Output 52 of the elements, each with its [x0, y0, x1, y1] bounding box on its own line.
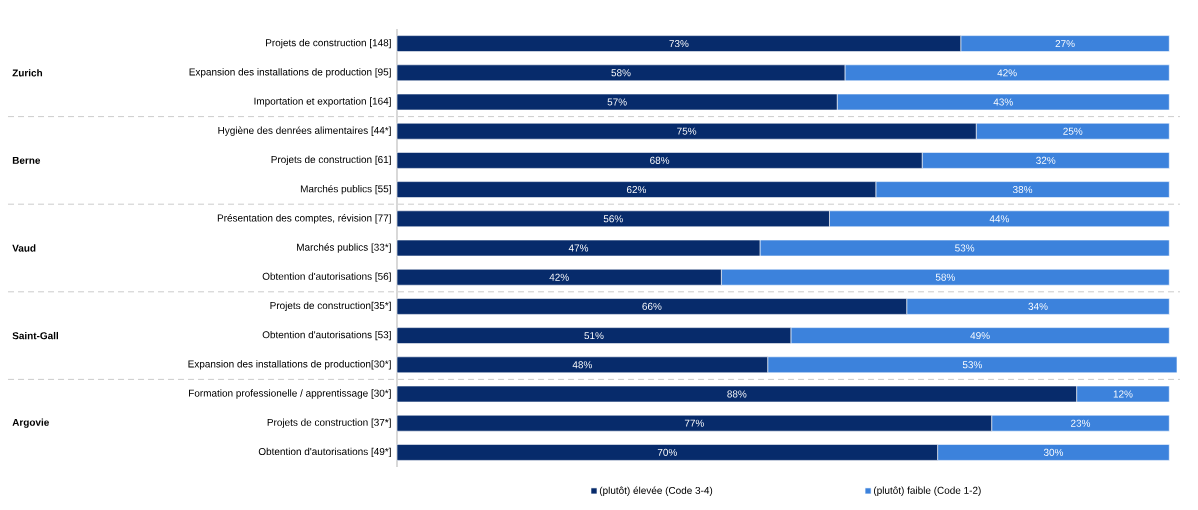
y-tick-label: Projets de construction[35*] — [270, 301, 391, 312]
y-tick-label: Projets de construction [148] — [266, 38, 391, 49]
y-tick-label: Obtention d'autorisations [56] — [262, 272, 391, 282]
y-tick-label: Formation professionelle / apprentissage [30*] — [189, 389, 391, 399]
data-label: 42% — [997, 69, 1017, 77]
legend-label: (plutôt) élevée (Code 3-4) — [599, 486, 713, 496]
data-label: 58% — [935, 273, 955, 281]
data-label: 48% — [572, 361, 592, 369]
data-label: 42% — [549, 273, 569, 281]
y-tick-label: Marchés publics [33*] — [297, 243, 391, 253]
data-label: 34% — [1028, 302, 1048, 310]
text: Argovie — [12, 418, 49, 428]
data-label: 49% — [970, 332, 990, 340]
text: Zurich — [12, 69, 43, 77]
data-label: 25% — [1063, 127, 1083, 135]
data-label: 32% — [1036, 156, 1056, 164]
data-label: 56% — [603, 215, 623, 223]
data-label: 23% — [1071, 419, 1091, 427]
data-label: 68% — [650, 156, 670, 164]
data-label: 12% — [1113, 390, 1133, 398]
data-label: 70% — [657, 448, 677, 456]
y-tick-label: Obtention d'autorisations [53] — [262, 330, 391, 341]
text: Vaud — [12, 244, 36, 252]
y-tick-label: Expansion des installations de production[30*] — [188, 360, 391, 370]
data-label: 30% — [1043, 448, 1064, 456]
y-tick-label: Importation et exportation [164] — [254, 97, 391, 107]
y-tick-label: Présentation des comptes, révision [77] — [217, 214, 391, 224]
y-tick-label: Marchés publics [55] — [300, 184, 391, 195]
data-label: 62% — [626, 186, 647, 194]
y-tick-label: Projets de construction [61] — [271, 155, 391, 166]
y-tick-label: Hygiène des denrées alimentaires [44*] — [218, 126, 391, 136]
data-label: 53% — [955, 244, 975, 252]
data-label: 66% — [642, 302, 662, 310]
data-label: 53% — [962, 361, 982, 369]
y-tick-label: Obtention d'autorisations [49*] — [258, 447, 391, 458]
data-label: 58% — [611, 69, 631, 77]
y-tick-label: Expansion des installations de production [95] — [189, 68, 391, 78]
data-label: 51% — [584, 332, 604, 340]
data-label: 77% — [684, 419, 704, 427]
text: Saint-Gall — [12, 331, 58, 340]
legend-label: (plutôt) faible (Code 1-2) — [873, 486, 981, 496]
data-label: 38% — [1012, 186, 1033, 194]
data-label: 47% — [568, 244, 589, 252]
data-label: 73% — [669, 40, 689, 48]
data-label: 88% — [727, 390, 747, 398]
data-label: 43% — [993, 98, 1013, 106]
data-label: 27% — [1055, 40, 1075, 48]
y-tick-label: Projets de construction [37*] — [267, 418, 391, 428]
data-label: 44% — [989, 215, 1010, 223]
text: Berne — [12, 156, 41, 164]
data-label: 57% — [607, 98, 627, 106]
data-label: 75% — [677, 127, 697, 135]
